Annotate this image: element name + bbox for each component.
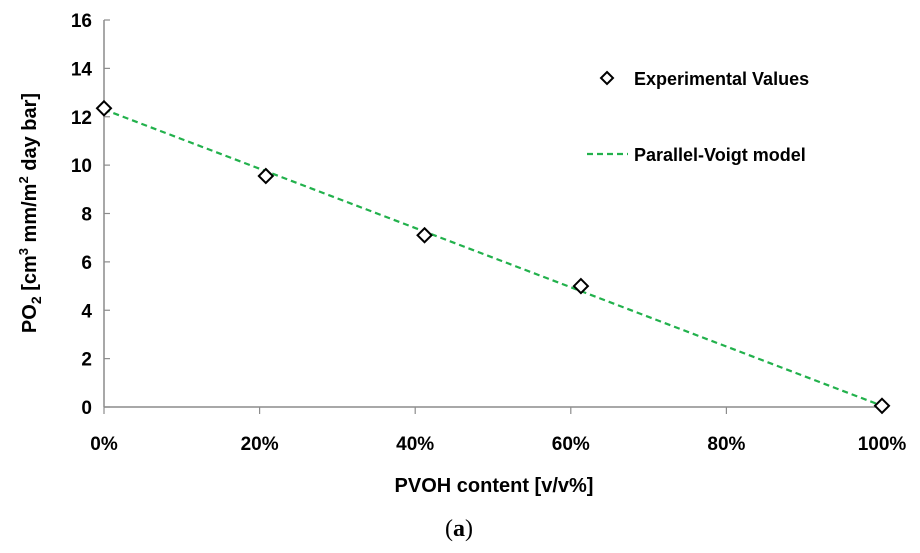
data-point [95,99,113,117]
y-axis-label-part3: day bar] [19,93,41,176]
y-ticks: 0 2 4 6 8 10 12 14 16 [71,11,110,419]
y-tick-label: 6 [81,253,92,274]
caption-open: ( [445,516,453,542]
y-axis-label: PO2 [cm3 mm/m2 day bar] [16,93,44,333]
y-tick-label: 16 [71,11,92,32]
caption-close: ) [465,516,473,542]
y-tick-label: 14 [71,59,93,80]
legend-label-model: Parallel-Voigt model [634,145,806,165]
x-tick-label: 40% [396,434,434,455]
x-tick-label: 60% [552,434,590,455]
x-tick-label: 100% [858,434,907,455]
legend-marker-experimental [599,70,615,86]
x-axis-label: PVOH content [v/v%] [395,475,594,497]
y-tick-label: 8 [81,205,92,226]
caption-letter: a [453,516,465,542]
legend-label-experimental: Experimental Values [634,69,809,89]
x-tick-label: 20% [241,434,279,455]
y-tick-label: 0 [81,398,92,419]
legend: Experimental Values Parallel-Voigt model [587,69,809,165]
data-point [572,277,590,295]
y-axis-label-part1: [cm [19,255,41,296]
y-tick-label: 12 [71,108,92,129]
y-axis-label-sup1: 3 [16,248,31,255]
y-tick-label: 10 [71,156,92,177]
x-tick-label: 0% [90,434,118,455]
svg-text:PO2 [cm3 mm/m2 day bar]: PO2 [cm3 mm/m2 day bar] [16,93,44,333]
data-point [416,226,433,244]
data-point [257,167,275,185]
x-ticks: 0% 20% 40% 60% 80% 100% [90,407,906,455]
y-axis-label-sup2: 2 [16,176,31,183]
y-tick-label: 2 [81,350,92,371]
model-line [103,108,883,407]
y-tick-label: 4 [81,301,92,322]
y-axis-label-part2: mm/m [19,184,41,248]
figure-caption: (a) [445,516,473,542]
data-point [873,397,891,415]
y-axis-label-sub: 2 [28,296,44,304]
y-axis-label-base: PO [19,304,41,333]
x-tick-label: 80% [707,434,745,455]
plot-marks [95,99,891,415]
